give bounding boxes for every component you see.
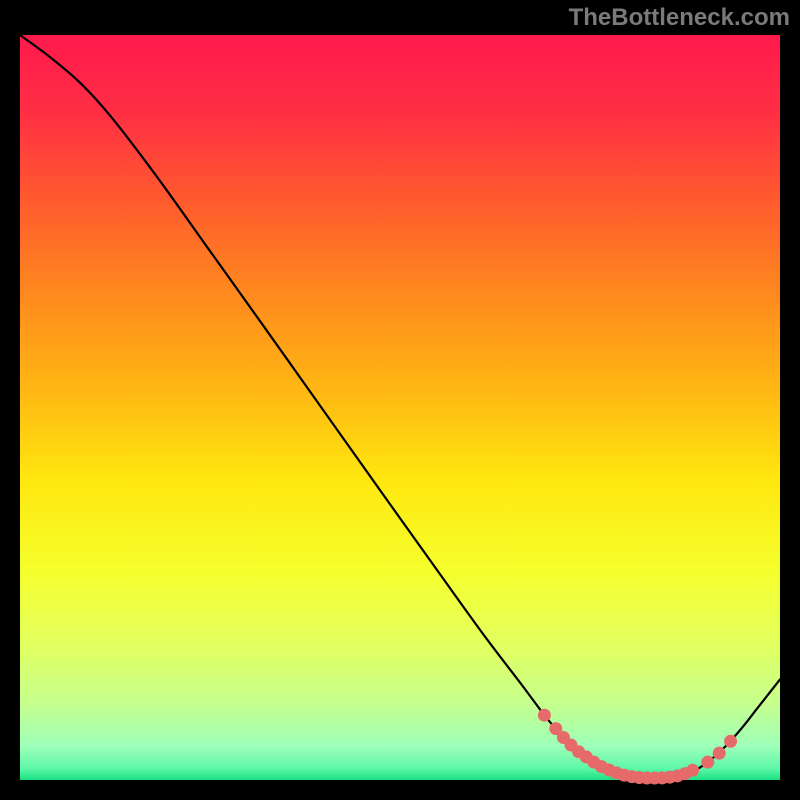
chart-container: { "watermark": "TheBottleneck.com", "cha… bbox=[0, 0, 800, 800]
watermark-label: TheBottleneck.com bbox=[569, 4, 790, 32]
marker-point bbox=[686, 764, 699, 777]
marker-point bbox=[538, 709, 551, 722]
marker-point bbox=[724, 735, 737, 748]
marker-point bbox=[713, 747, 726, 760]
marker-point bbox=[701, 756, 714, 769]
bottleneck-chart bbox=[0, 0, 800, 800]
